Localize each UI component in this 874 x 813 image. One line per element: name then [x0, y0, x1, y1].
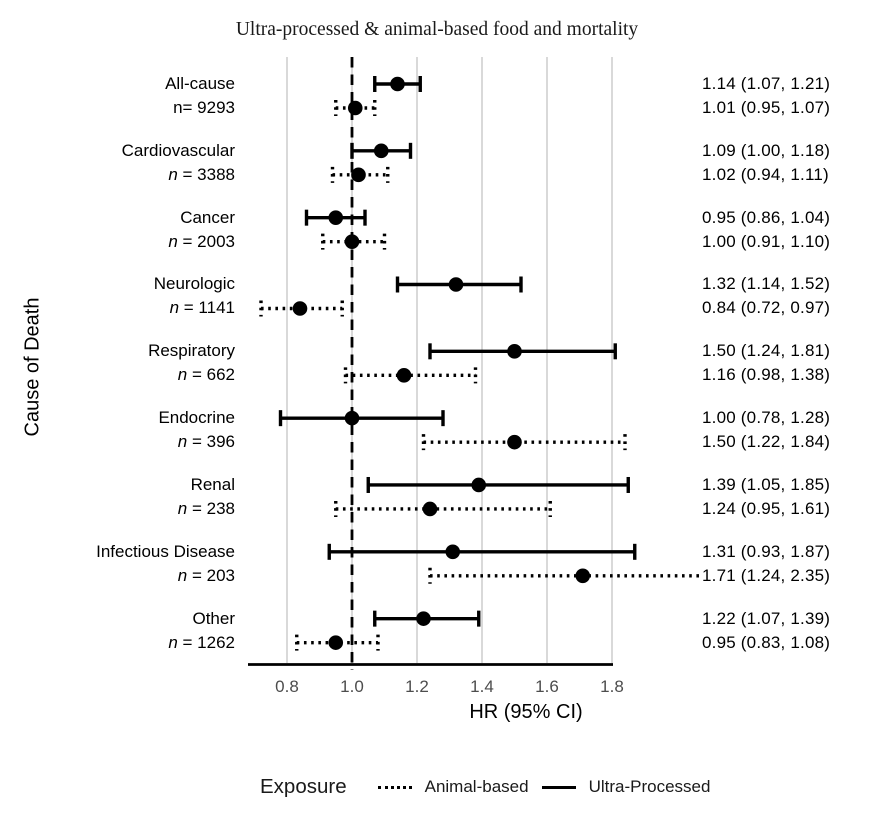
n-label: n = 2003	[168, 231, 235, 251]
hr-value-ultra-processed: 1.09 (1.00, 1.18)	[702, 140, 831, 160]
point-estimate-marker	[575, 568, 591, 584]
n-label: n = 203	[177, 565, 235, 585]
cause-label: Infectious Disease	[96, 541, 235, 561]
x-tick-label: 1.6	[535, 677, 559, 696]
cause-label: Neurologic	[153, 274, 235, 294]
hr-value-ultra-processed: 1.32 (1.14, 1.52)	[702, 274, 831, 294]
point-estimate-marker	[344, 234, 360, 249]
hr-value-animal-based: 0.84 (0.72, 0.97)	[702, 298, 831, 318]
hr-value-ultra-processed: 1.39 (1.05, 1.85)	[702, 474, 831, 494]
x-tick-label: 1.0	[340, 677, 364, 696]
point-estimate-marker	[471, 477, 487, 493]
hr-value-ultra-processed: 0.95 (0.86, 1.04)	[702, 207, 831, 227]
n-label: n = 662	[177, 365, 235, 385]
legend-title: Exposure	[260, 775, 347, 798]
cause-label: Respiratory	[148, 341, 235, 361]
n-label: n = 1141	[169, 298, 235, 318]
point-estimate-marker	[396, 368, 412, 383]
point-estimate-marker	[351, 167, 366, 183]
point-estimate-marker	[507, 344, 522, 359]
legend-item-ultra-processed: Ultra-Processed	[588, 777, 711, 796]
hr-value-animal-based: 1.16 (0.98, 1.38)	[702, 365, 831, 385]
n-label: n = 238	[177, 498, 235, 518]
point-estimate-marker	[344, 410, 360, 426]
hr-value-ultra-processed: 1.31 (0.93, 1.87)	[702, 541, 831, 561]
x-tick-label: 1.8	[600, 677, 624, 696]
point-estimate-marker	[390, 76, 405, 92]
y-axis-title: Cause of Death	[21, 297, 44, 437]
hr-value-ultra-processed: 1.50 (1.24, 1.81)	[702, 341, 831, 361]
x-tick-label: 1.2	[405, 677, 429, 696]
n-label: n = 1262	[168, 632, 235, 652]
hr-value-animal-based: 1.01 (0.95, 1.07)	[702, 98, 831, 117]
cause-label: All-cause	[165, 74, 235, 93]
point-estimate-marker	[507, 434, 522, 450]
point-estimate-marker	[422, 501, 438, 517]
point-estimate-marker	[328, 635, 344, 650]
hr-value-animal-based: 1.71 (1.24, 2.35)	[702, 565, 831, 585]
animal-based-line-swatch	[377, 785, 412, 789]
cause-label: Renal	[190, 474, 235, 494]
point-estimate-marker	[328, 210, 344, 225]
x-tick-label: 1.4	[470, 677, 494, 696]
cause-label: Other	[192, 608, 235, 628]
hr-value-animal-based: 1.24 (0.95, 1.61)	[702, 498, 831, 518]
point-estimate-marker	[448, 277, 464, 292]
cause-label: Cardiovascular	[121, 140, 235, 160]
point-estimate-marker	[292, 301, 308, 316]
hr-value-ultra-processed: 1.14 (1.07, 1.21)	[702, 74, 831, 93]
hr-value-ultra-processed: 1.00 (0.78, 1.28)	[702, 408, 831, 428]
x-axis-title: HR (95% CI)	[469, 701, 583, 723]
n-label: n = 3388	[168, 164, 235, 184]
x-tick-label: 0.8	[275, 677, 299, 696]
cause-label: Cancer	[180, 207, 235, 227]
n-label: n= 9293	[173, 98, 235, 117]
point-estimate-marker	[373, 143, 389, 159]
point-estimate-marker	[416, 611, 431, 626]
point-estimate-marker	[347, 100, 363, 116]
ultra-processed-line-swatch	[541, 785, 576, 789]
cause-label: Endocrine	[158, 408, 235, 428]
hr-value-animal-based: 1.02 (0.94, 1.11)	[702, 164, 829, 184]
legend-item-animal-based: Animal-based	[424, 777, 529, 796]
hr-value-animal-based: 1.00 (0.91, 1.10)	[702, 231, 831, 251]
n-label: n = 396	[177, 432, 235, 452]
point-estimate-marker	[445, 544, 461, 560]
hr-value-animal-based: 1.50 (1.22, 1.84)	[702, 432, 831, 452]
hr-value-animal-based: 0.95 (0.83, 1.08)	[702, 632, 831, 652]
chart-title: Ultra-processed & animal-based food and …	[235, 19, 639, 40]
hr-value-ultra-processed: 1.22 (1.07, 1.39)	[702, 608, 831, 628]
legend: Exposure Animal-based Ultra-Processed	[260, 771, 710, 803]
